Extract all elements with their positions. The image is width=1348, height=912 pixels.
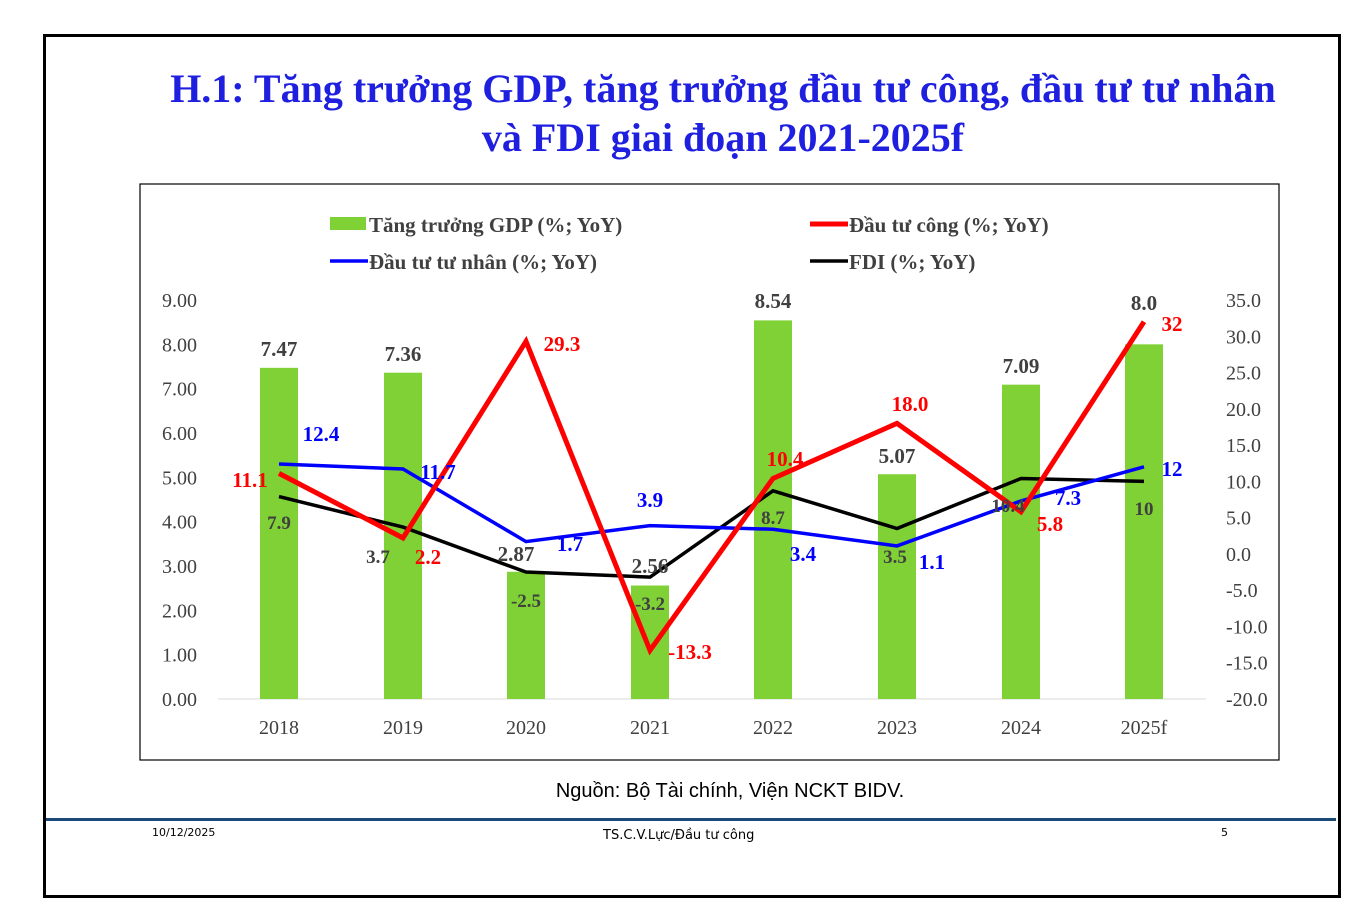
x-tick-label: 2023 bbox=[877, 717, 917, 739]
label-private-investment: 3.4 bbox=[790, 542, 817, 566]
label-gdp: 2.56 bbox=[632, 554, 669, 578]
label-gdp: 7.47 bbox=[261, 337, 298, 361]
label-private-investment: 1.7 bbox=[557, 532, 583, 556]
label-private-investment: 12.4 bbox=[303, 422, 340, 446]
label-fdi: 3.5 bbox=[883, 547, 907, 568]
label-gdp: 7.09 bbox=[1003, 354, 1040, 378]
bars bbox=[260, 320, 1163, 699]
y-left-tick-label: 1.00 bbox=[162, 645, 197, 667]
title-line-2: và FDI giai đoạn 2021-2025f bbox=[481, 115, 965, 160]
label-private-investment: 7.3 bbox=[1055, 486, 1081, 510]
footer-page-number: 5 bbox=[1221, 826, 1228, 839]
data-labels: 7.47 7.36 2.87 2.56 8.54 5.07 7.09 8.0 11.1 2.2 29… bbox=[232, 289, 1182, 664]
bar-gdp bbox=[754, 320, 792, 699]
y-left-tick-label: 6.00 bbox=[162, 423, 197, 445]
bar-gdp bbox=[878, 474, 916, 699]
x-tick-label: 2025f bbox=[1121, 717, 1168, 739]
source-note: Nguồn: Bộ Tài chính, Viện NCKT BIDV. bbox=[555, 780, 905, 802]
x-tick-label: 2020 bbox=[506, 717, 546, 739]
label-public-investment: 2.2 bbox=[415, 545, 441, 569]
y-right-tick-label: -5.0 bbox=[1226, 580, 1258, 602]
legend-fdi: FDI (%; YoY) bbox=[849, 250, 975, 274]
label-public-investment: -13.3 bbox=[668, 640, 712, 664]
y-right-tick-label: 35.0 bbox=[1226, 290, 1261, 312]
label-fdi: -3.2 bbox=[635, 594, 665, 615]
label-private-investment: 1.1 bbox=[919, 550, 945, 574]
y-left-tick-label: 9.00 bbox=[162, 290, 197, 312]
y-right-tick-label: -20.0 bbox=[1226, 689, 1268, 711]
y-left-tick-label: 3.00 bbox=[162, 556, 197, 578]
bar-gdp bbox=[1002, 384, 1040, 699]
y-left-tick-label: 5.00 bbox=[162, 467, 197, 489]
x-tick-label: 2021 bbox=[630, 717, 670, 739]
y-right-tick-label: 20.0 bbox=[1226, 399, 1261, 421]
y-left-tick-label: 8.00 bbox=[162, 334, 197, 356]
lines bbox=[277, 320, 1147, 656]
label-public-investment: 29.3 bbox=[544, 332, 581, 356]
y-right-tick-label: -10.0 bbox=[1226, 616, 1268, 638]
x-tick-label: 2022 bbox=[753, 717, 793, 739]
y-right-tick-label: -15.0 bbox=[1226, 653, 1268, 675]
y-left-tick-label: 0.00 bbox=[162, 689, 197, 711]
footer-date: 10/12/2025 bbox=[152, 826, 216, 839]
label-fdi: 7.9 bbox=[267, 513, 291, 534]
label-fdi: 3.7 bbox=[366, 547, 390, 568]
label-public-investment: 18.0 bbox=[892, 392, 929, 416]
x-tick-label: 2019 bbox=[383, 717, 423, 739]
label-gdp: 5.07 bbox=[879, 444, 916, 468]
y-left-tick-label: 2.00 bbox=[162, 600, 197, 622]
y-right-tick-label: 10.0 bbox=[1226, 471, 1261, 493]
legend-gdp: Tăng trưởng GDP (%; YoY) bbox=[369, 213, 622, 237]
slide-title: H.1: Tăng trưởng GDP, tăng trưởng đầu tư… bbox=[0, 64, 1348, 162]
label-gdp: 7.36 bbox=[385, 342, 422, 366]
y-right-tick-label: 5.0 bbox=[1226, 508, 1251, 530]
y-right-tick-label: 30.0 bbox=[1226, 326, 1261, 348]
y-right-tick-label: 0.0 bbox=[1226, 544, 1251, 566]
x-tick-label: 2018 bbox=[259, 717, 299, 739]
line-fdi bbox=[278, 476, 1145, 579]
y-left-tick-label: 7.00 bbox=[162, 379, 197, 401]
label-fdi: -2.5 bbox=[511, 591, 541, 612]
legend-public-investment: Đầu tư công (%; YoY) bbox=[849, 213, 1049, 237]
y-axis-left: 0.00 1.00 2.00 3.00 4.00 5.00 6.00 7.00 8.00 9.00 bbox=[162, 290, 197, 711]
legend-swatch-bar bbox=[330, 217, 366, 230]
bar-gdp bbox=[1125, 344, 1163, 699]
label-fdi: 10 bbox=[1135, 499, 1154, 520]
chart-area-border bbox=[139, 183, 1280, 761]
label-fdi: 10.4 bbox=[991, 496, 1025, 517]
y-right-tick-label: 15.0 bbox=[1226, 435, 1261, 457]
label-public-investment: 10.4 bbox=[767, 447, 804, 471]
legend: Tăng trưởng GDP (%; YoY) Đầu tư công (%; … bbox=[330, 213, 1049, 274]
label-private-investment: 3.9 bbox=[637, 488, 663, 512]
bar-gdp bbox=[507, 571, 545, 699]
y-axis-right: -20.0 -15.0 -10.0 -5.0 0.0 5.0 10.0 15.0 20.0 25.… bbox=[1226, 290, 1268, 711]
footer-divider bbox=[46, 818, 1336, 821]
label-public-investment: 5.8 bbox=[1037, 512, 1063, 536]
x-tick-label: 2024 bbox=[1001, 717, 1041, 739]
y-right-tick-label: 25.0 bbox=[1226, 363, 1261, 385]
title-line-1: H.1: Tăng trưởng GDP, tăng trưởng đầu tư… bbox=[170, 66, 1276, 111]
line-private-investment bbox=[278, 462, 1145, 548]
label-gdp: 8.0 bbox=[1131, 291, 1157, 315]
label-gdp: 8.54 bbox=[755, 289, 792, 313]
footer-author: TS.C.V.Lực/Đầu tư công bbox=[603, 828, 755, 843]
bar-gdp bbox=[260, 367, 298, 699]
x-axis: 2018 2019 2020 2021 2022 2023 2024 2025f bbox=[259, 717, 1168, 739]
label-public-investment: 32 bbox=[1162, 312, 1183, 336]
bar-gdp bbox=[631, 585, 669, 699]
label-public-investment: 11.1 bbox=[232, 468, 268, 492]
label-private-investment: 11.7 bbox=[420, 460, 456, 484]
line-public-investment bbox=[277, 320, 1147, 656]
label-private-investment: 12 bbox=[1162, 457, 1183, 481]
y-left-tick-label: 4.00 bbox=[162, 512, 197, 534]
label-fdi: 8.7 bbox=[761, 508, 785, 529]
legend-private-investment: Đầu tư tư nhân (%; YoY) bbox=[369, 250, 597, 274]
slide-frame bbox=[43, 34, 1341, 898]
label-gdp: 2.87 bbox=[498, 542, 535, 566]
